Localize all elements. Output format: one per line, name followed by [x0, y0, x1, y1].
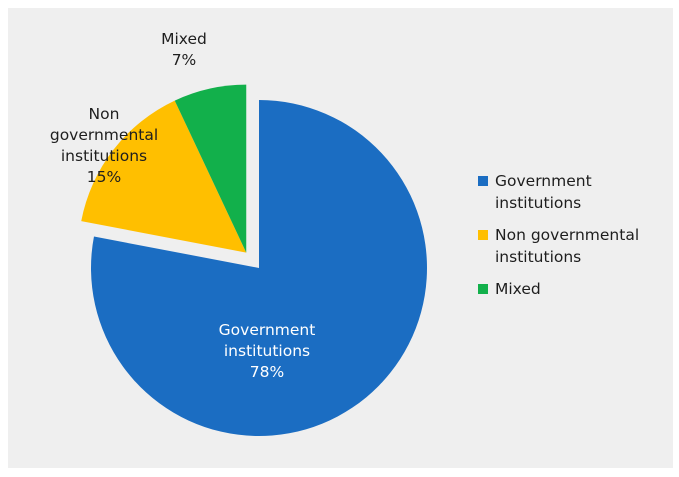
- legend-item-mixed: Mixed: [478, 278, 678, 300]
- slice-label-mixed: Mixed 7%: [161, 29, 207, 71]
- slice-label-line: 7%: [171, 51, 197, 69]
- legend-item-government: Government institutions: [478, 170, 678, 214]
- legend-label-line: institutions: [495, 194, 582, 212]
- slice-label-government: Government institutions 78%: [219, 320, 316, 383]
- legend-item-non-governmental: Non governmental institutions: [478, 224, 678, 268]
- pie-chart: [81, 84, 428, 437]
- slice-label-line: institutions: [60, 147, 148, 165]
- legend-label-line: Government: [495, 172, 592, 190]
- legend-swatch: [478, 230, 488, 240]
- slice-label-line: 78%: [249, 363, 285, 381]
- slice-non-governmental: [81, 100, 247, 253]
- slice-label-line: Non: [88, 105, 120, 123]
- slice-label-line: institutions: [223, 342, 311, 360]
- slice-label-line: Government: [218, 321, 316, 339]
- legend-label-line: Mixed: [495, 280, 541, 298]
- chart-area: Government institutions 78% Non governme…: [8, 8, 673, 468]
- slice-label-non-governmental: Non governmental institutions 15%: [50, 104, 158, 188]
- legend-swatch: [478, 284, 488, 294]
- legend: Government institutions Non governmental…: [478, 170, 678, 310]
- slice-government: [91, 100, 428, 437]
- slice-mixed: [174, 84, 247, 253]
- legend-label-line: Non governmental: [495, 226, 640, 244]
- slice-label-line: governmental: [49, 126, 159, 144]
- slice-label-line: 15%: [86, 168, 122, 186]
- slice-label-line: Mixed: [161, 30, 207, 48]
- legend-label-line: institutions: [495, 248, 582, 266]
- legend-swatch: [478, 176, 488, 186]
